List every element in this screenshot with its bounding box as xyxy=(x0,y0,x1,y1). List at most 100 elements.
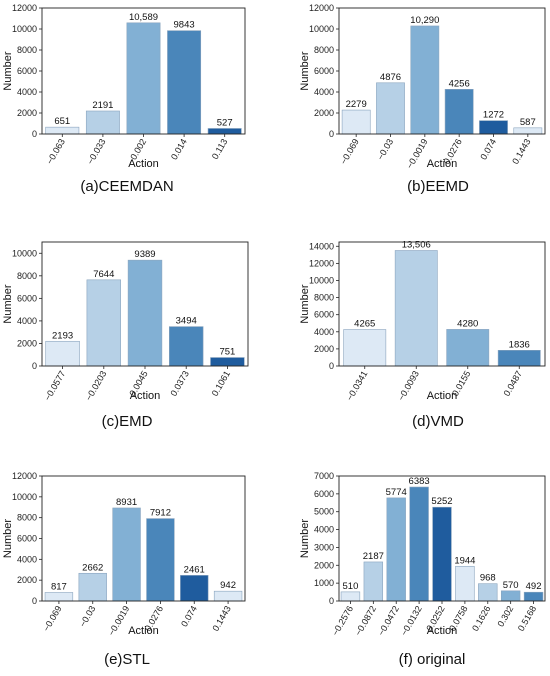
bar-value-label: 4265 xyxy=(354,319,375,330)
bar-value-label: 1944 xyxy=(454,555,475,566)
x-tick-label: 0.1626 xyxy=(470,604,492,633)
bar-value-label: 1272 xyxy=(483,110,504,121)
x-tick-label: 0.1061 xyxy=(210,369,232,398)
y-tick-label: 4000 xyxy=(314,87,334,97)
bar-value-label: 5252 xyxy=(431,496,452,507)
bar-value-label: 9389 xyxy=(134,249,155,260)
bar-value-label: 6383 xyxy=(409,476,430,487)
chart-panel-0: 651−0.0632191−0.03310,589−0.00298430.014… xyxy=(2,3,246,195)
plot-frame xyxy=(41,475,246,602)
bar xyxy=(513,127,543,135)
bar xyxy=(410,25,440,135)
y-tick-label: 5000 xyxy=(314,507,334,517)
y-tick-label: 0 xyxy=(32,596,37,606)
bar xyxy=(126,22,161,135)
bar-value-label: 2187 xyxy=(363,551,384,562)
y-tick-label: 10000 xyxy=(12,492,37,502)
bar xyxy=(363,561,384,602)
x-tick-label: −0.0203 xyxy=(83,369,108,402)
y-tick-label: 6000 xyxy=(314,310,334,320)
bar-value-label: 651 xyxy=(54,116,70,127)
chart-panel-4: 817−0.0692662−0.038931−0.001979120.02762… xyxy=(2,471,246,668)
y-axis-title: Number xyxy=(299,51,311,90)
y-tick-label: 8000 xyxy=(17,513,37,523)
y-tick-label: 8000 xyxy=(314,45,334,55)
x-tick-label: 0.5168 xyxy=(516,604,538,633)
bar-value-label: 7912 xyxy=(150,508,171,519)
y-tick-label: 12000 xyxy=(309,258,334,268)
bar-value-label: 968 xyxy=(480,573,496,584)
y-axis-title: Number xyxy=(299,284,311,323)
bar xyxy=(497,349,541,367)
y-tick-label: 4000 xyxy=(17,554,37,564)
y-tick-label: 8000 xyxy=(314,293,334,303)
x-tick-label: −0.0577 xyxy=(42,369,67,402)
y-tick-label: 2000 xyxy=(314,344,334,354)
bar-value-label: 492 xyxy=(526,581,542,592)
x-tick-label: 0.014 xyxy=(169,137,189,162)
bar xyxy=(112,507,141,602)
y-tick-label: 4000 xyxy=(314,525,334,535)
bar-value-label: 9843 xyxy=(174,20,195,31)
bar xyxy=(376,82,405,135)
bar xyxy=(394,250,438,367)
y-axis-title: Number xyxy=(299,519,311,558)
bar-value-label: 2279 xyxy=(346,99,367,110)
bar xyxy=(341,109,371,135)
bar-value-label: 10,290 xyxy=(410,15,439,26)
bar-value-label: 13,506 xyxy=(402,240,431,251)
bar-value-label: 4256 xyxy=(449,78,470,89)
y-tick-label: 10000 xyxy=(309,275,334,285)
y-tick-label: 12000 xyxy=(12,471,37,481)
panel-caption: (c)EMD xyxy=(102,413,153,430)
y-tick-label: 4000 xyxy=(17,316,37,326)
chart-panel-1: 2279−0.0694876−0.0310,290−0.001942560.02… xyxy=(299,3,546,195)
bar xyxy=(45,126,80,135)
plot-frame xyxy=(338,475,546,602)
x-tick-label: −0.0341 xyxy=(344,369,369,402)
bar-value-label: 8931 xyxy=(116,497,137,508)
chart-panel-2: 2193−0.05777644−0.020393890.004534940.03… xyxy=(2,241,249,430)
x-axis-title: Action xyxy=(130,390,161,402)
y-tick-label: 7000 xyxy=(314,471,334,481)
plot-frame xyxy=(338,7,546,135)
bar xyxy=(45,340,80,367)
bar xyxy=(432,506,452,602)
bar xyxy=(86,279,121,367)
y-tick-label: 2000 xyxy=(17,338,37,348)
bar-value-label: 3494 xyxy=(176,316,197,327)
x-tick-label: −0.2576 xyxy=(330,604,355,637)
y-tick-label: 2000 xyxy=(314,108,334,118)
x-tick-label: −0.063 xyxy=(44,137,67,166)
bar xyxy=(169,326,204,367)
y-tick-label: 3000 xyxy=(314,542,334,552)
y-axis-title: Number xyxy=(2,284,14,323)
y-tick-label: 10000 xyxy=(12,24,37,34)
bar xyxy=(500,590,521,602)
bar-value-label: 510 xyxy=(343,581,359,592)
bar xyxy=(409,486,429,602)
y-tick-label: 12000 xyxy=(309,3,334,13)
bar xyxy=(478,583,498,602)
y-axis-title: Number xyxy=(2,519,14,558)
bar xyxy=(343,329,387,367)
y-tick-label: 8000 xyxy=(17,271,37,281)
panel-caption: (e)STL xyxy=(104,651,150,668)
bar xyxy=(444,89,474,135)
y-tick-label: 6000 xyxy=(314,489,334,499)
bar-value-label: 1836 xyxy=(509,339,530,350)
y-tick-label: 1000 xyxy=(314,578,334,588)
bar xyxy=(44,592,74,602)
bar xyxy=(340,591,361,602)
plot-frame xyxy=(338,241,546,367)
x-tick-label: 0.1443 xyxy=(510,137,532,166)
x-axis-title: Action xyxy=(427,390,458,402)
y-tick-label: 4000 xyxy=(17,87,37,97)
bar-value-label: 4876 xyxy=(380,72,401,83)
y-tick-label: 6000 xyxy=(314,66,334,76)
x-tick-label: 0.302 xyxy=(495,604,515,629)
panel-caption: (d)VMD xyxy=(412,413,464,430)
bar xyxy=(207,128,242,135)
bar-value-label: 570 xyxy=(503,580,519,591)
